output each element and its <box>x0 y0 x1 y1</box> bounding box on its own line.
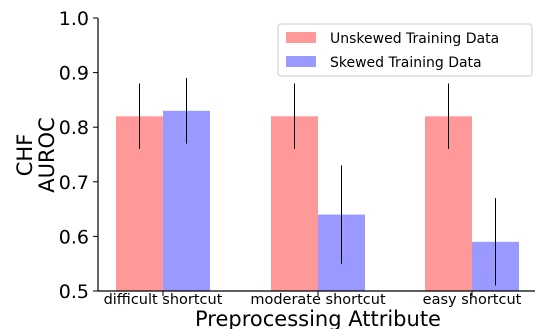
y-tick-label-2: 0.7 <box>59 172 89 194</box>
x-tick-label-1: moderate shortcut <box>250 292 386 308</box>
y-axis-label-line-2: AUROC <box>35 117 59 193</box>
bars-layer <box>116 110 519 291</box>
y-tick-label-0: 0.5 <box>59 281 89 303</box>
y-axis-label-line-1: CHF <box>13 134 37 177</box>
y-tick-label-1: 0.6 <box>59 226 89 248</box>
y-tick-label-3: 0.8 <box>59 117 89 139</box>
legend-frame <box>277 23 533 77</box>
y-ticks: 0.5 0.6 0.7 0.8 0.9 1.0 <box>59 8 98 303</box>
x-tick-label-0: difficult shortcut <box>104 292 223 308</box>
x-ticks: difficult shortcut moderate shortcut easy … <box>104 291 522 308</box>
error-bars-layer <box>139 78 496 286</box>
y-tick-label-4: 0.9 <box>59 63 89 85</box>
axes <box>97 18 535 292</box>
legend-swatch-unskewed <box>286 32 316 43</box>
x-axis-label: Preprocessing Attribute <box>195 307 441 329</box>
legend-label-skewed: Skewed Training Data <box>330 55 482 71</box>
x-tick-label-2: easy shortcut <box>423 292 522 308</box>
y-tick-label-5: 1.0 <box>59 8 89 30</box>
legend-label-unskewed: Unskewed Training Data <box>330 31 499 47</box>
legend-swatch-skewed <box>286 56 316 67</box>
legend: Unskewed Training Data Skewed Training D… <box>277 23 533 77</box>
